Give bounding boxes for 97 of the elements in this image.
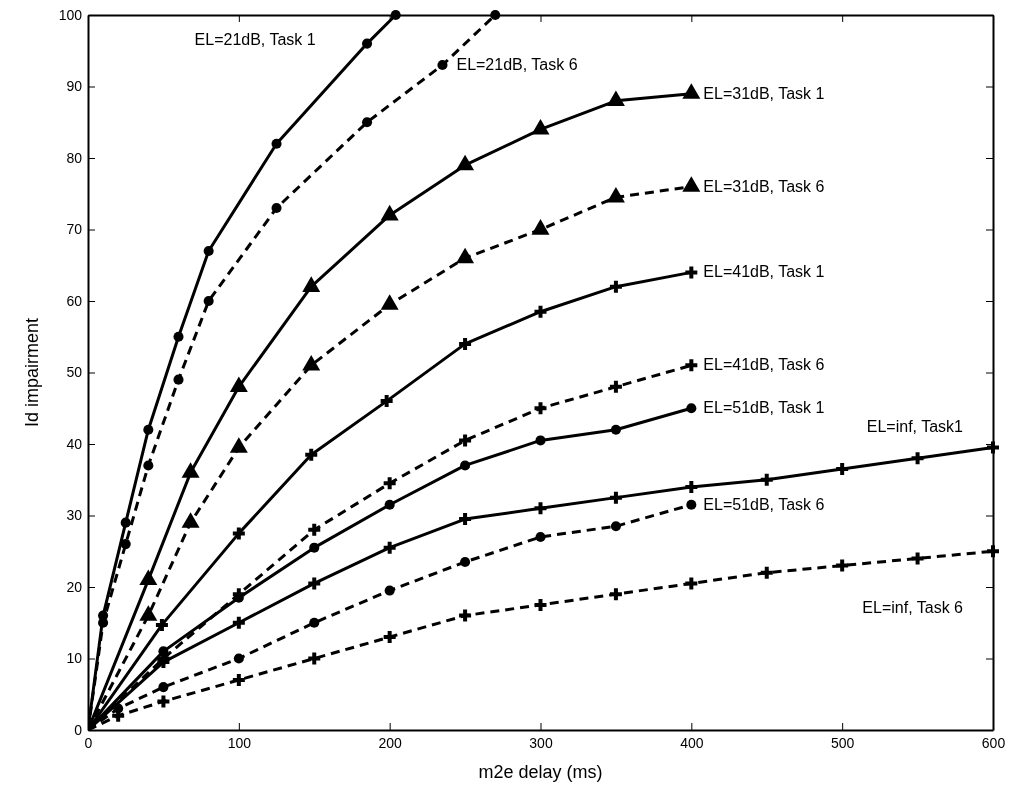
point [362,117,373,128]
point [308,577,321,590]
series-label: EL=51dB, Task 6 [703,495,825,513]
point [459,609,472,622]
point [158,646,169,657]
point [120,539,131,550]
point [203,295,214,307]
point [390,9,401,21]
point [535,531,546,542]
point [686,403,697,414]
point [460,556,471,568]
y-tick-label: 30 [66,507,83,524]
point [685,480,698,493]
y-tick-label: 40 [66,435,83,452]
point [760,566,773,579]
point [173,331,184,342]
point [173,374,184,385]
series-label: EL=31dB, Task 6 [703,177,825,195]
point [308,652,321,665]
point [610,424,621,435]
point [271,203,282,214]
series-label: EL=41dB, Task 6 [703,356,825,374]
point [143,424,154,435]
point [534,402,547,415]
y-tick-label: 90 [66,78,83,95]
point [760,473,773,486]
point [836,559,849,572]
x-tick-label: 500 [830,734,855,751]
point [232,673,245,686]
series-label: EL=inf, Task1 [866,417,964,435]
point [383,631,396,644]
point [609,380,622,393]
point [232,527,245,540]
point [609,588,622,601]
point [383,541,396,554]
point [120,517,131,528]
text: EL=inf, Task 6 [862,599,964,617]
y-tick-label: 20 [66,578,83,595]
y-tick-label: 80 [66,149,83,166]
point [535,435,546,446]
point [534,502,547,515]
point [534,598,547,611]
series-label: EL=41dB, Task 1 [703,263,825,281]
point [911,552,924,565]
point [384,499,395,510]
x-tick-label: 200 [378,734,403,751]
point [305,448,318,461]
y-tick-label: 60 [66,292,83,309]
series-label: EL=31dB, Task 1 [703,84,825,102]
point [987,441,999,454]
point [384,585,395,596]
point [609,491,622,504]
x-tick-label: 300 [529,734,553,751]
point [459,434,472,447]
y-tick-label: 70 [66,221,83,238]
point [271,138,282,149]
point [911,452,924,465]
point [233,653,244,664]
point [362,38,373,49]
point [157,695,170,708]
point [157,656,170,669]
y-tick-label: 100 [58,6,83,23]
point [836,463,849,476]
point [155,618,168,631]
point [685,266,698,279]
x-tick-label: 600 [981,734,1006,751]
y-tick-label: 50 [66,364,83,381]
point [383,477,396,490]
point [685,577,698,590]
point [308,523,321,536]
point [460,460,471,471]
point [143,460,154,471]
point [685,359,698,372]
point [380,395,393,408]
point [309,617,320,628]
point [309,542,320,553]
series-label: EL=51dB, Task 1 [703,399,825,417]
x-tick-label: 100 [227,734,252,751]
point [232,616,245,629]
x-axis-title: m2e delay (ms) [478,762,603,782]
point [459,513,472,526]
series-label: EL=21dB, Task 6 [456,56,578,74]
x-tick-label: 400 [680,734,704,751]
point [987,545,999,558]
y-axis-title: Id impairment [22,317,42,428]
y-tick-label: 10 [66,650,83,667]
point [459,337,472,350]
point [610,521,621,532]
point [203,245,214,256]
point [534,305,547,318]
point [437,60,448,71]
legend-label: EL=21dB, Task 1 [194,31,316,48]
point [686,499,697,510]
point [490,9,501,21]
point [609,280,622,293]
y-tick-label: 0 [74,721,83,738]
point [158,682,169,693]
